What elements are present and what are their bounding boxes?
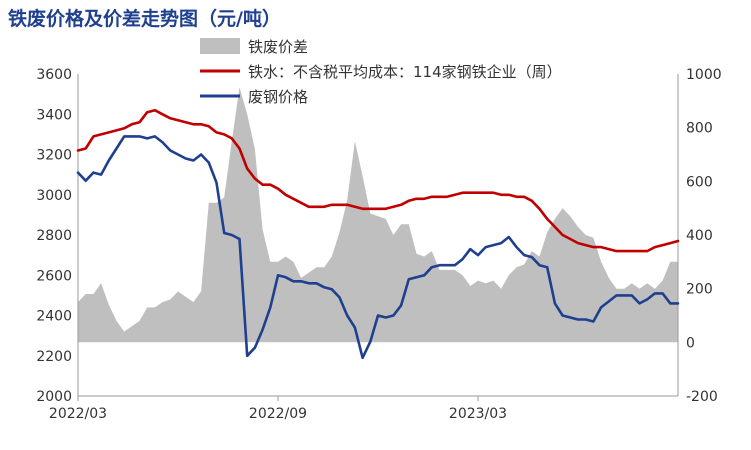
y-left-tick-label: 2600 (36, 268, 72, 284)
y-right-tick-label: 0 (686, 335, 695, 351)
y-left-tick-label: 2800 (36, 228, 72, 244)
axis-layer (77, 74, 679, 401)
series-line-2 (76, 135, 680, 360)
area-layer (78, 87, 678, 343)
series-line-1 (76, 108, 680, 253)
y-right-tick-label: 1000 (686, 67, 722, 83)
y-right-tick-label: 400 (686, 228, 713, 244)
y-right-tick-label: 600 (686, 174, 713, 190)
legend-label: 废钢价格 (248, 88, 308, 106)
y-right-tick-label: 200 (686, 282, 713, 298)
legend-label: 铁废价差 (248, 38, 308, 56)
y-left-tick-label: 3000 (36, 188, 72, 204)
x-tick-label: 2022/03 (49, 406, 107, 422)
y-left-tick-label: 3400 (36, 107, 72, 123)
legend-swatch-area (200, 38, 240, 54)
legend-label: 铁水：不含税平均成本：114家钢铁企业（周） (248, 63, 562, 81)
x-tick-label: 2022/09 (249, 406, 307, 422)
line-layer (76, 108, 680, 360)
chart-title: 铁废价格及价差走势图（元/吨） (8, 8, 281, 30)
y-left-tick-label: 3600 (36, 67, 72, 83)
y-left-tick-label: 2400 (36, 309, 72, 325)
y-right-tick-label: -200 (686, 389, 718, 405)
x-tick-label: 2023/03 (449, 406, 507, 422)
y-left-tick-label: 3200 (36, 148, 72, 164)
tick-layer: 200022002400260028003000320034003600-200… (36, 67, 721, 422)
y-right-tick-label: 800 (686, 121, 713, 137)
y-left-tick-label: 2200 (36, 349, 72, 365)
series-area-0 (78, 87, 678, 343)
y-left-tick-label: 2000 (36, 389, 72, 405)
